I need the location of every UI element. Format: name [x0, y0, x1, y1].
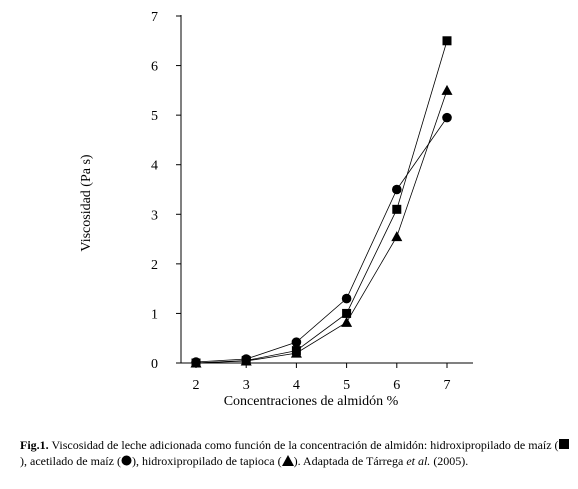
y-tick-label: 5: [151, 109, 158, 124]
circle-point: [341, 293, 352, 304]
y-axis-label: Viscosidad (Pa s): [79, 154, 94, 251]
y-tick-label: 0: [151, 357, 158, 372]
triangle-point: [391, 231, 403, 242]
caption-etal: et al.: [406, 454, 431, 468]
caption-text-4: ). Adaptada de Tárrega: [293, 454, 407, 468]
square-point: [342, 308, 352, 318]
circle-point: [392, 184, 402, 195]
triangle-marker-icon: [281, 455, 294, 466]
x-tick-label: 5: [343, 378, 350, 393]
y-tick-label: 1: [151, 307, 158, 322]
x-tick-label: 7: [444, 378, 451, 393]
triangle-series-line: [195, 90, 448, 364]
square-point: [392, 204, 402, 214]
triangle-point: [240, 355, 252, 366]
triangle-point: [341, 316, 353, 327]
figure-caption: Fig.1. Viscosidad de leche adicionada co…: [20, 437, 570, 469]
circle-point: [442, 112, 452, 123]
x-tick-label: 6: [393, 378, 400, 393]
triangle-point: [441, 84, 453, 95]
y-tick-label: 4: [151, 159, 158, 174]
viscosity-chart: 0 1 2 3 4 5 6 7 2 3 4 5 6 7 Viscosidad (Pa s) Concen…: [79, 10, 473, 409]
chart-axes: [180, 15, 473, 364]
y-tick-label: 3: [151, 208, 158, 223]
caption-text-1: Viscosidad de leche adicionada como func…: [48, 438, 559, 452]
y-tick-label: 7: [151, 10, 158, 25]
triangle-point: [290, 347, 302, 358]
x-tick-label: 4: [293, 378, 300, 393]
x-axis-label: Concentraciones de almidón %: [224, 394, 399, 409]
x-tick-label: 3: [243, 378, 250, 393]
y-tick-label: 2: [151, 258, 158, 273]
circle-series-line: [195, 117, 448, 363]
circle-point: [291, 337, 302, 347]
caption-text-5: (2005).: [430, 454, 469, 468]
circle-marker-icon: [121, 455, 132, 466]
triangle-point: [190, 357, 202, 368]
caption-label: Fig.1.: [20, 438, 49, 452]
caption-text-3: ), hidroxipropilado de tapioca (: [131, 454, 282, 468]
y-tick-label: 6: [151, 60, 158, 75]
square-point: [442, 36, 452, 46]
x-tick-label: 2: [193, 378, 200, 393]
caption-text-2: ), acetilado de maíz (: [20, 454, 121, 468]
square-marker-icon: [558, 439, 569, 449]
square-series-line: [195, 40, 448, 364]
